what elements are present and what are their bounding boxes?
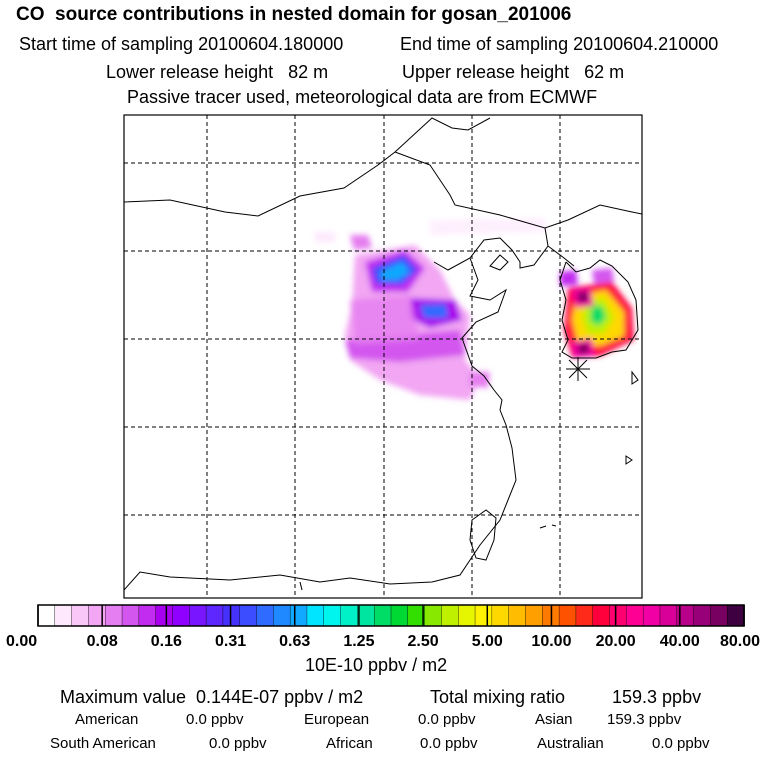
lower-release-height-label: Lower release height 82 m bbox=[106, 62, 329, 82]
colorbar-cell bbox=[592, 604, 611, 627]
asian-label: Asian bbox=[535, 711, 573, 728]
receptor-star-icon bbox=[566, 357, 590, 381]
colorbar-cell bbox=[424, 604, 443, 627]
colorbar-cell bbox=[558, 604, 577, 627]
max-value-label: Maximum value 0.144E-07 ppbv / m2 bbox=[60, 687, 364, 707]
european-label: European bbox=[304, 711, 370, 728]
american-label: American bbox=[75, 711, 139, 728]
plot-title: CO source contributions in nested domain… bbox=[16, 4, 572, 25]
colorbar-cell bbox=[273, 604, 291, 627]
colorbar-cell bbox=[726, 604, 745, 627]
colorbar-tick-label: 80.00 bbox=[720, 633, 760, 650]
colorbar-cell bbox=[71, 604, 90, 627]
colorbar-cell bbox=[121, 604, 140, 627]
colorbar-cell bbox=[609, 604, 628, 627]
american-value: 0.0 ppbv bbox=[186, 711, 244, 728]
african-value: 0.0 ppbv bbox=[420, 735, 478, 752]
asian-value: 159.3 ppbv bbox=[607, 711, 682, 728]
colorbar-cell bbox=[189, 604, 207, 627]
colorbar-tick-label: 5.00 bbox=[472, 633, 503, 650]
colorbar-tick-label: 0.08 bbox=[87, 633, 118, 650]
colorbar-tick-label: 2.50 bbox=[408, 633, 439, 650]
colorbar-cell bbox=[306, 604, 325, 627]
start-time-label: Start time of sampling 20100604.180000 bbox=[19, 34, 344, 54]
european-value: 0.0 ppbv bbox=[418, 711, 476, 728]
colorbar-cell bbox=[323, 604, 342, 627]
colorbar-cell bbox=[37, 604, 56, 627]
colorbar-cell bbox=[239, 604, 258, 627]
south-american-value: 0.0 ppbv bbox=[209, 735, 267, 752]
colorbar-cell bbox=[491, 604, 510, 627]
african-label: African bbox=[326, 735, 373, 752]
south-american-label: South American bbox=[50, 735, 156, 752]
colorbar-cell bbox=[222, 604, 241, 627]
colorbar-cell bbox=[155, 604, 174, 627]
colorbar-cell bbox=[693, 604, 712, 627]
lat-lon-grid bbox=[124, 115, 642, 598]
plume-china bbox=[315, 218, 548, 400]
colorbar-cell bbox=[575, 604, 594, 627]
end-time-label: End time of sampling 20100604.210000 bbox=[400, 34, 719, 54]
australian-value: 0.0 ppbv bbox=[652, 735, 710, 752]
colorbar-cell bbox=[710, 604, 728, 627]
colorbar-cell bbox=[54, 604, 73, 627]
colorbar-tick-label: 40.00 bbox=[660, 633, 700, 650]
colorbar-tick-label: 0.00 bbox=[6, 633, 37, 650]
colorbar-cell bbox=[340, 604, 359, 627]
colorbar-cell bbox=[626, 604, 644, 627]
colorbar-cell bbox=[390, 604, 409, 627]
colorbar-cell bbox=[205, 604, 224, 627]
colorbar-cell bbox=[441, 604, 459, 627]
colorbar-cell bbox=[508, 604, 527, 627]
colorbar-tick-label: 20.00 bbox=[596, 633, 636, 650]
colorbar-cell bbox=[138, 604, 157, 627]
colorbar-cell bbox=[659, 604, 678, 627]
colorbar-tick-label: 0.31 bbox=[215, 633, 246, 650]
australian-label: Australian bbox=[537, 735, 604, 752]
total-mixing-ratio-label: Total mixing ratio bbox=[430, 687, 566, 707]
colorbar-unit: 10E-10 ppbv / m2 bbox=[305, 655, 448, 675]
colorbar-cell bbox=[642, 604, 661, 627]
colorbar-cell bbox=[525, 604, 543, 627]
colorbar-tick-label: 10.00 bbox=[531, 633, 571, 650]
colorbar-tick-label: 0.63 bbox=[279, 633, 310, 650]
colorbar-cell bbox=[256, 604, 275, 627]
colorbar-tick-label: 0.16 bbox=[151, 633, 182, 650]
colorbar-cell bbox=[357, 604, 375, 627]
colorbar-cell bbox=[458, 604, 476, 627]
colorbar-cell bbox=[172, 604, 190, 627]
colorbar-tick-label: 1.25 bbox=[343, 633, 374, 650]
colorbar-cell bbox=[289, 604, 308, 627]
colorbar-cell bbox=[105, 604, 123, 627]
colorbar-cell bbox=[88, 604, 106, 627]
map-frame bbox=[123, 114, 643, 599]
colorbar-cell bbox=[373, 604, 392, 627]
tracer-note: Passive tracer used, meteorological data… bbox=[127, 87, 598, 107]
upper-release-height-label: Upper release height 62 m bbox=[402, 62, 625, 82]
colorbar-cell bbox=[474, 604, 493, 627]
total-mixing-ratio-value: 159.3 ppbv bbox=[612, 687, 702, 707]
